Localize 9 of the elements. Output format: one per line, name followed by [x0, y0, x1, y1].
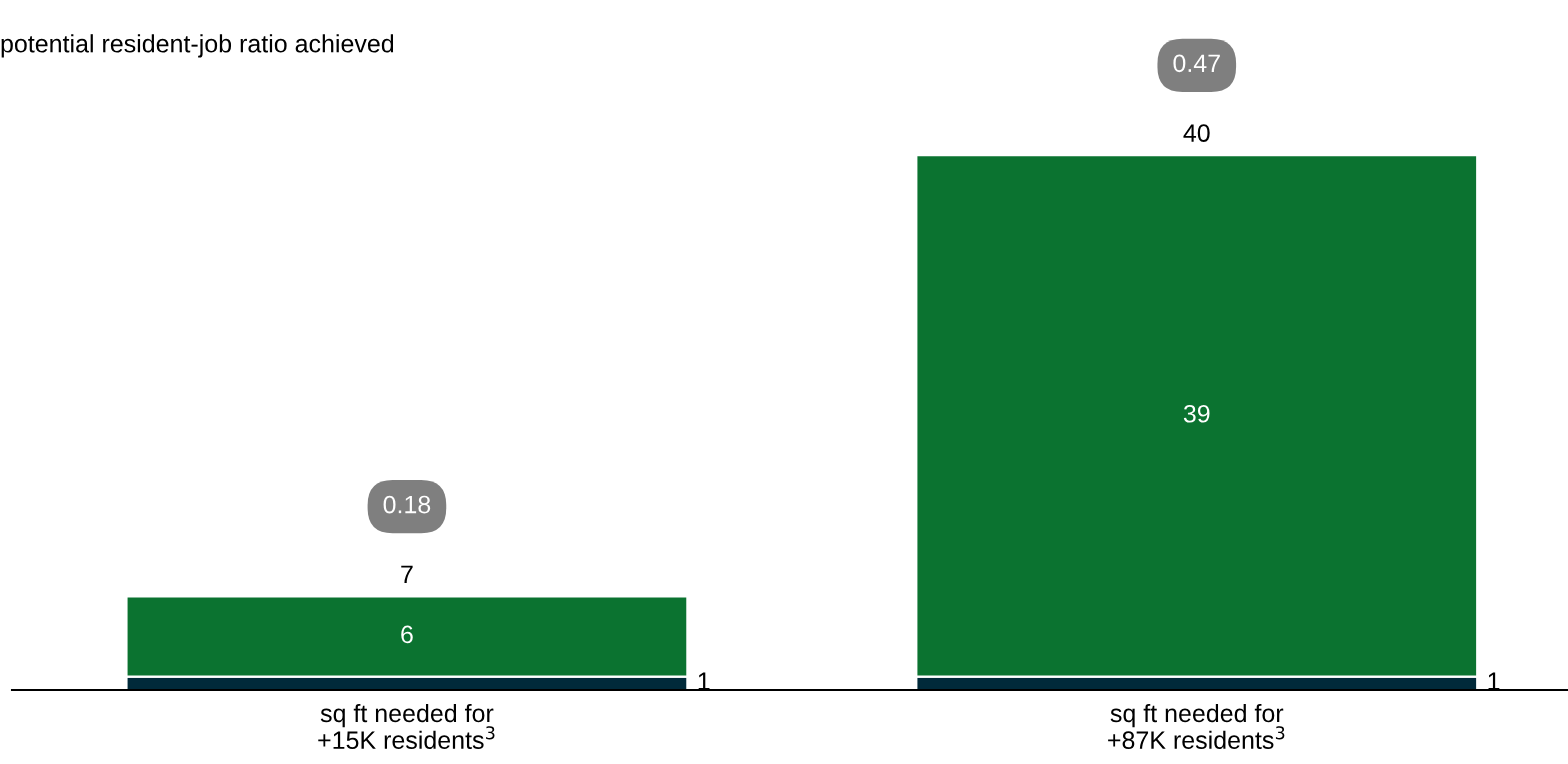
- x-tick-label: sq ft needed for +87K residents$^{3}$: [1108, 703, 1285, 749]
- x-tick-label: sq ft needed for +15K residents$^{3}$: [318, 703, 495, 749]
- data-label: 6: [401, 625, 413, 644]
- annotation: 0.18: [383, 495, 431, 514]
- total-label: 7: [401, 565, 413, 583]
- text: 0.47: [1173, 54, 1220, 73]
- total-label: 40: [1183, 124, 1210, 142]
- data-label: 39: [1183, 404, 1210, 423]
- chart-title: potential resident-job ratio achieved: [1, 34, 394, 58]
